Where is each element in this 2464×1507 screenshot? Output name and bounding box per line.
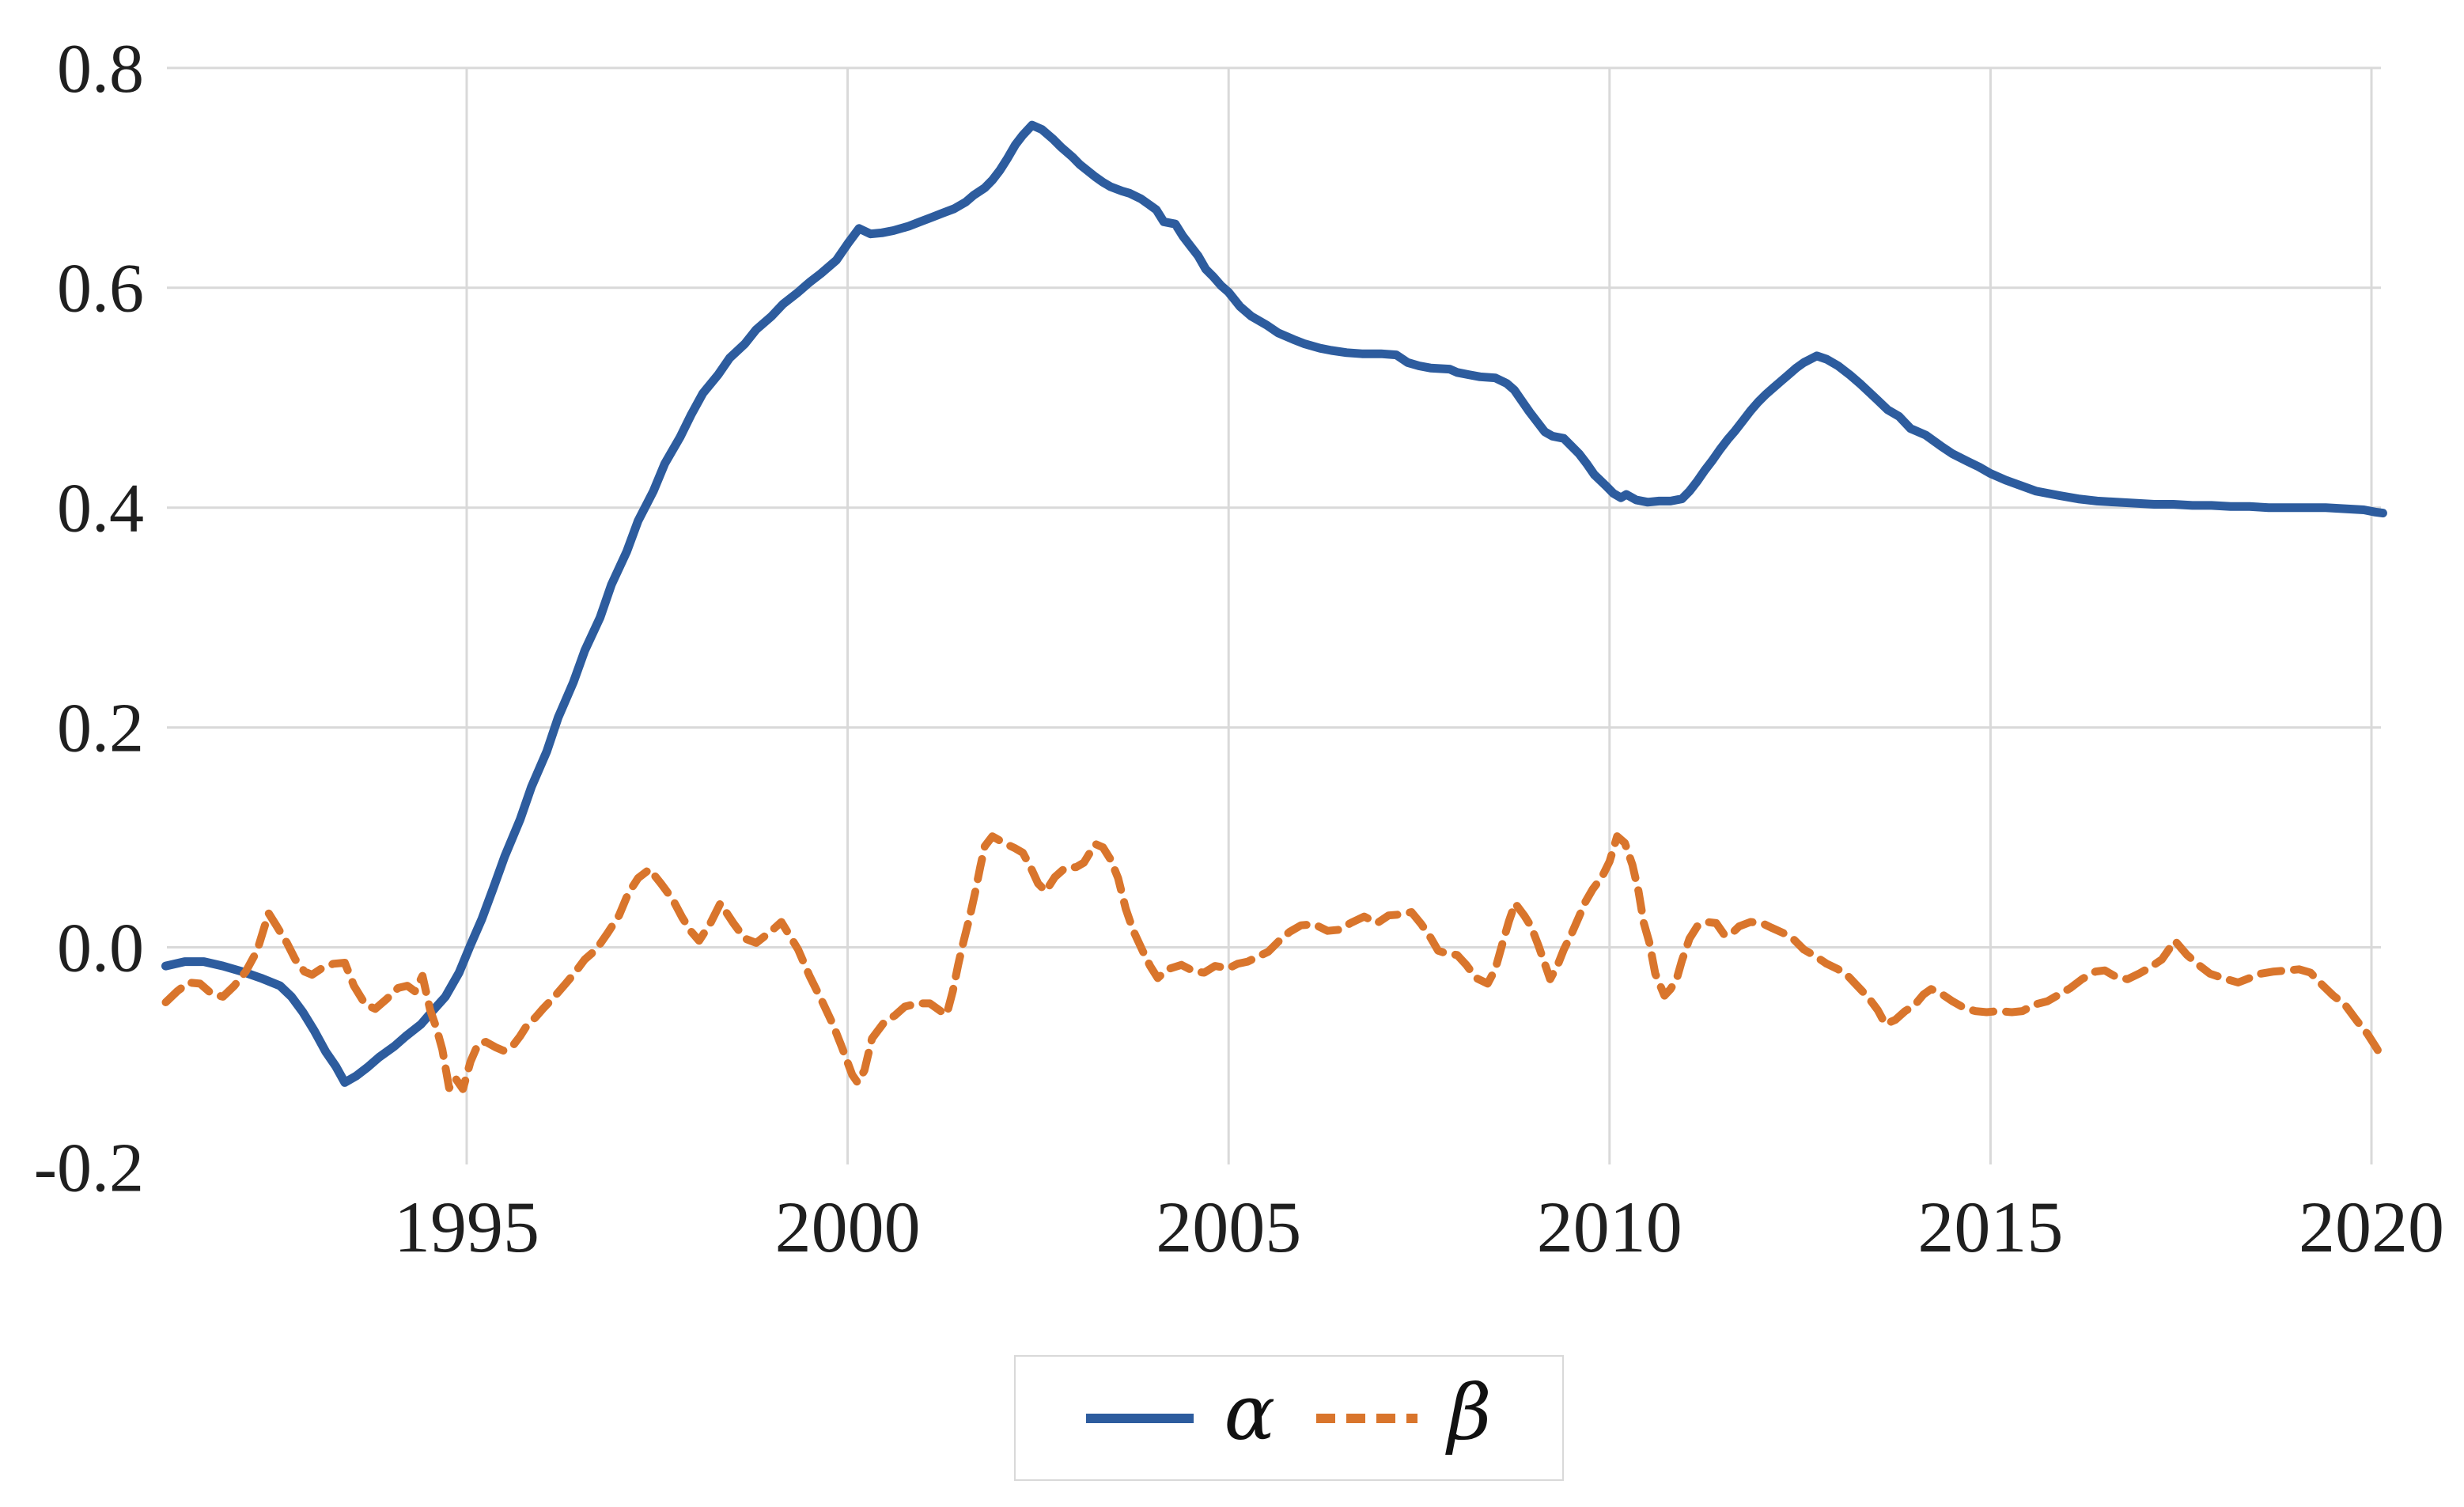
legend-label-beta: β (1448, 1368, 1492, 1457)
y-tick-label-0.6: 0.6 (57, 251, 144, 328)
series-line-alpha (161, 120, 2387, 1087)
x-tick-label-2015: 2015 (1917, 1187, 2063, 1267)
x-axis-tick-labels: 1995 2000 2005 2010 2015 2020 (394, 1187, 2444, 1267)
legend-item-alpha: α (1086, 1375, 1275, 1462)
data-series (161, 120, 2388, 1093)
beta-dashed-line-swatch-icon (1316, 1413, 1418, 1423)
legend: α β (1014, 1355, 1564, 1481)
x-tick-label-2020: 2020 (2299, 1187, 2444, 1267)
y-tick-label--0.2: -0.2 (34, 1130, 144, 1206)
x-tick-label-2005: 2005 (1156, 1187, 1301, 1267)
vertical-gridlines (465, 69, 2373, 1164)
y-tick-label-0.8: 0.8 (57, 31, 144, 108)
series-line-beta (161, 832, 2388, 1093)
legend-item-beta: β (1316, 1375, 1492, 1462)
x-tick-label-1995: 1995 (394, 1187, 539, 1267)
y-tick-label-0.4: 0.4 (57, 471, 144, 547)
y-tick-label-0.2: 0.2 (57, 691, 144, 767)
legend-label-alpha: α (1224, 1368, 1276, 1457)
x-tick-label-2010: 2010 (1537, 1187, 1682, 1267)
y-tick-label-0.0: 0.0 (57, 910, 144, 986)
horizontal-gridlines (167, 66, 2381, 949)
alpha-solid-line-swatch-icon (1086, 1413, 1194, 1423)
x-tick-label-2000: 2000 (775, 1187, 921, 1267)
y-axis-tick-labels: 0.8 0.6 0.4 0.2 0.0 -0.2 (34, 31, 144, 1206)
